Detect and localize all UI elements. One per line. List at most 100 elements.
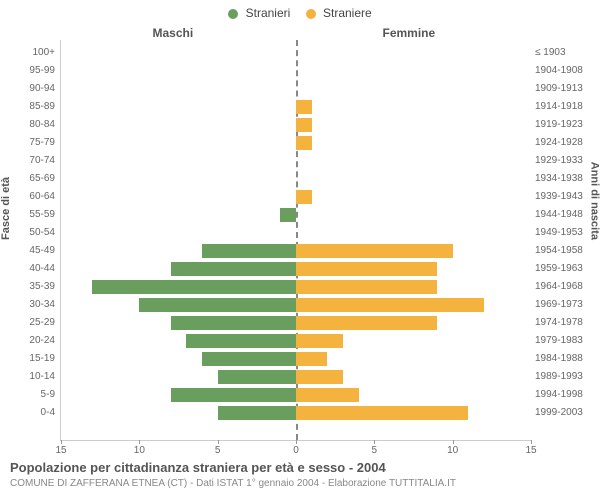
year-label: 1924-1928 xyxy=(535,137,595,148)
row xyxy=(61,80,531,98)
x-tick-mark xyxy=(531,440,532,444)
bar-female xyxy=(296,334,343,348)
year-label: 1984-1988 xyxy=(535,353,595,364)
bar-female xyxy=(296,406,468,420)
row xyxy=(61,188,531,206)
year-label: 1909-1913 xyxy=(535,83,595,94)
year-label: 1994-1998 xyxy=(535,389,595,400)
x-tick-mark xyxy=(296,440,297,444)
bar-female xyxy=(296,280,437,294)
age-label: 5-9 xyxy=(0,389,55,400)
year-label: 1904-1908 xyxy=(535,65,595,76)
x-tick-mark xyxy=(453,440,454,444)
bar-female xyxy=(296,244,453,258)
age-label: 20-24 xyxy=(0,335,55,346)
x-tick-label: 15 xyxy=(55,445,66,456)
bar-male xyxy=(139,298,296,312)
legend-item-female: Straniere xyxy=(306,6,372,20)
bar-male xyxy=(171,262,296,276)
bar-female xyxy=(296,388,359,402)
row xyxy=(61,170,531,188)
year-label: 1934-1938 xyxy=(535,173,595,184)
bar-male xyxy=(171,388,296,402)
row xyxy=(61,350,531,368)
age-label: 70-74 xyxy=(0,155,55,166)
row xyxy=(61,278,531,296)
bar-female xyxy=(296,316,437,330)
year-label: 1989-1993 xyxy=(535,371,595,382)
plot-area: 15105051015 xyxy=(60,40,531,441)
bar-female xyxy=(296,136,312,150)
x-tick-mark xyxy=(374,440,375,444)
col-title-female: Femmine xyxy=(383,26,436,40)
x-tick-label: 10 xyxy=(447,445,458,456)
population-pyramid-chart: Stranieri Straniere Maschi Femmine Fasce… xyxy=(0,0,600,500)
year-label: ≤ 1903 xyxy=(535,47,595,58)
age-label: 10-14 xyxy=(0,371,55,382)
row xyxy=(61,242,531,260)
row xyxy=(61,134,531,152)
year-label: 1919-1923 xyxy=(535,119,595,130)
bar-male xyxy=(92,280,296,294)
age-label: 60-64 xyxy=(0,191,55,202)
row xyxy=(61,404,531,422)
year-label: 1939-1943 xyxy=(535,191,595,202)
row xyxy=(61,368,531,386)
bar-male xyxy=(186,334,296,348)
row xyxy=(61,62,531,80)
bar-female xyxy=(296,262,437,276)
age-label: 80-84 xyxy=(0,119,55,130)
legend: Stranieri Straniere xyxy=(0,6,600,20)
row xyxy=(61,98,531,116)
bar-female xyxy=(296,352,327,366)
bar-female xyxy=(296,190,312,204)
bar-male xyxy=(202,352,296,366)
age-label: 95-99 xyxy=(0,65,55,76)
row xyxy=(61,44,531,62)
year-label: 1969-1973 xyxy=(535,299,595,310)
chart-title: Popolazione per cittadinanza straniera p… xyxy=(10,460,386,475)
chart-subtitle: COMUNE DI ZAFFERANA ETNEA (CT) - Dati IS… xyxy=(10,478,456,489)
bar-male xyxy=(171,316,296,330)
year-label: 1959-1963 xyxy=(535,263,595,274)
year-label: 1964-1968 xyxy=(535,281,595,292)
age-label: 40-44 xyxy=(0,263,55,274)
age-label: 25-29 xyxy=(0,317,55,328)
col-title-male: Maschi xyxy=(153,26,194,40)
row xyxy=(61,224,531,242)
bar-female xyxy=(296,298,484,312)
bar-male xyxy=(202,244,296,258)
age-label: 100+ xyxy=(0,47,55,58)
legend-item-male: Stranieri xyxy=(228,6,290,20)
x-tick-label: 5 xyxy=(372,445,378,456)
row xyxy=(61,152,531,170)
x-tick-label: 15 xyxy=(525,445,536,456)
row xyxy=(61,206,531,224)
age-label: 75-79 xyxy=(0,137,55,148)
year-label: 1974-1978 xyxy=(535,317,595,328)
x-tick-mark xyxy=(61,440,62,444)
year-label: 1949-1953 xyxy=(535,227,595,238)
year-label: 1929-1933 xyxy=(535,155,595,166)
legend-label-male: Stranieri xyxy=(246,6,291,20)
row xyxy=(61,332,531,350)
bar-female xyxy=(296,370,343,384)
legend-dot-male xyxy=(228,9,238,19)
year-label: 1914-1918 xyxy=(535,101,595,112)
age-label: 35-39 xyxy=(0,281,55,292)
bar-female xyxy=(296,100,312,114)
age-label: 45-49 xyxy=(0,245,55,256)
x-tick-label: 0 xyxy=(293,445,299,456)
row xyxy=(61,296,531,314)
age-label: 50-54 xyxy=(0,227,55,238)
row xyxy=(61,260,531,278)
row xyxy=(61,314,531,332)
age-label: 55-59 xyxy=(0,209,55,220)
age-label: 90-94 xyxy=(0,83,55,94)
bar-female xyxy=(296,118,312,132)
year-label: 1979-1983 xyxy=(535,335,595,346)
row xyxy=(61,386,531,404)
year-label: 1954-1958 xyxy=(535,245,595,256)
x-tick-label: 10 xyxy=(134,445,145,456)
age-label: 0-4 xyxy=(0,407,55,418)
